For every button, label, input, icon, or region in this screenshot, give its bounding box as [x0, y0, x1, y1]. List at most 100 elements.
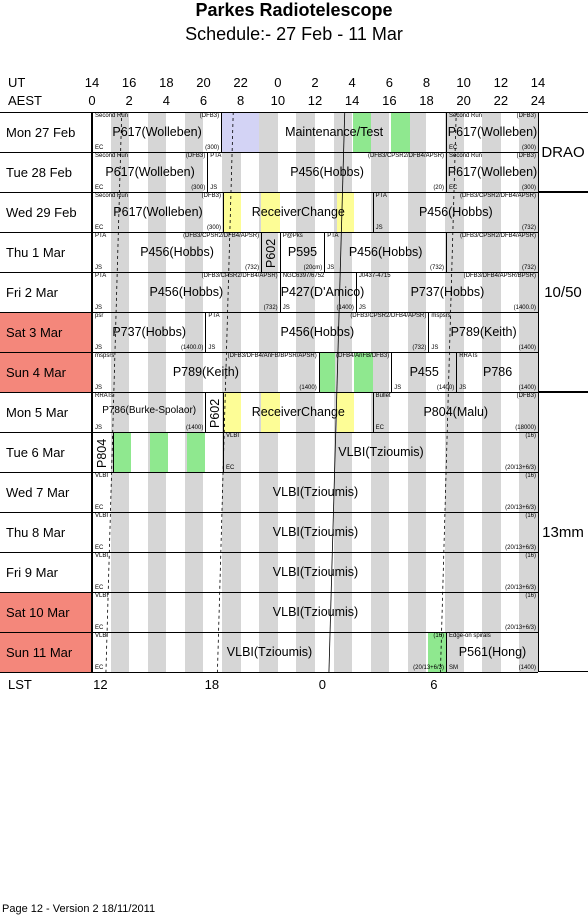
block-br-note: (1400) [299, 385, 317, 391]
schedule-block[interactable]: P737(Hobbs) J0437-4715 (DFB3/DFB4/APSR/BPS… [355, 272, 538, 312]
schedule-block[interactable]: P595 P@Pks (20cm) [279, 232, 325, 272]
project-name: P427(D'Amico) [280, 285, 365, 299]
lst-lines [105, 112, 457, 672]
block-bl-note: JS [95, 345, 103, 351]
highlight-green [354, 352, 373, 392]
project-name: P789(Keith) [172, 365, 239, 379]
schedule-block[interactable]: P456(Hobbs) PTA (DFB3/CPSR2/DFB4/APSR) JS (7… [372, 192, 538, 232]
block-br-note: (732) [263, 305, 278, 311]
project-name: P617(Wolleben) [112, 125, 202, 139]
aest-tick: 6 [199, 93, 208, 108]
project-name: P617(Wolleben) [113, 205, 203, 219]
schedule-block[interactable]: P456(Hobbs) PTA (DFB3/CPSR2/DFB4/APSR) JS (7… [92, 232, 261, 272]
schedule-block[interactable]: VLBI(Tzioumis) VLBI (16) EC (20/13+6/3) [92, 592, 538, 632]
block-tl-note: mspsrs [431, 313, 451, 319]
schedule-block[interactable]: P456(Hobbs) PTA (DFB3/CPSR2/DFB4/APSR) JS (7… [205, 312, 428, 352]
schedule-block[interactable]: P561(Hong) Edge-on spirals SM (1400) [446, 632, 538, 672]
schedule-block[interactable]: P456(Hobbs) PTA JS (732) [324, 232, 446, 272]
block-br-note: (300) [205, 145, 220, 151]
schedule-block[interactable]: P617(Wolleben) Second Run (DFB3) EC (300) [92, 192, 223, 232]
lst-tick: 6 [430, 677, 438, 692]
aest-tick: 16 [382, 93, 397, 108]
aest-tick: 2 [125, 93, 133, 108]
block-br-note: (732) [521, 225, 536, 231]
project-name: Maintenance/Test [285, 125, 384, 139]
schedule-block[interactable]: P786 RRATs JS (1400) [456, 352, 538, 392]
schedule-block[interactable]: VLBI(Tzioumis) VLBI (16) EC (20/13+6/3) [92, 552, 538, 592]
schedule-block[interactable]: ReceiverChange [223, 192, 373, 232]
day-label: Sat 10 Mar [0, 592, 92, 632]
block-bl-note: JS [375, 225, 383, 231]
block-tl-note: mspsrs [95, 353, 115, 359]
ut-tick: 4 [348, 75, 356, 90]
schedule-block[interactable]: VLBI(Tzioumis) VLBI (16) EC (20/13+6/3) [92, 472, 538, 512]
schedule-block[interactable]: ReceiverChange [223, 392, 373, 432]
block-bl-note: EC [95, 185, 104, 191]
schedule-block[interactable]: VLBI(Tzioumis) VLBI (16) EC (20/13+6/3) [223, 432, 538, 472]
row-divider [0, 552, 538, 553]
project-name: P617(Wolleben) [447, 165, 538, 179]
block-br-note: (20/13+6/3) [505, 505, 536, 511]
schedule-block[interactable]: VLBI(Tzioumis) VLBI (16) EC (20/13+6/3) [92, 512, 538, 552]
schedule-block[interactable]: (DFB4/AnFB/DFB3) [318, 352, 391, 392]
block-br-note: (1400) [336, 305, 354, 311]
block-tr-note: (DFB3/CPSR2/DFB4/APSR) [201, 273, 278, 279]
block-bl-note: EC [95, 545, 104, 551]
block-br-note: (732) [412, 345, 427, 351]
schedule-block[interactable]: P456(Hobbs) PTA (DFB3/CPSR2/DFB4/APSR) JS (7… [92, 272, 280, 312]
block-bl-note: JS [282, 305, 290, 311]
schedule-block[interactable]: P786(Burke-Spolaor) RRATs JS (1400) [92, 392, 205, 432]
schedule-block[interactable]: P456(Hobbs) PTA (DFB3/CPSR2/DFB4/APSR) JS (2… [207, 152, 446, 192]
schedule-block[interactable]: P789(Keith) mspsrs JS (1400) [428, 312, 538, 352]
block-bl-note: JS [431, 345, 439, 351]
block-br-note: (300) [521, 145, 536, 151]
block-tl-note: RRATs [95, 393, 114, 399]
schedule-subtitle: Schedule:- 27 Feb - 11 Mar [185, 24, 403, 44]
schedule-block[interactable]: P737(Hobbs) psr JS (1400.0) [92, 312, 205, 352]
grid-bottom [0, 672, 538, 673]
row-divider [0, 192, 538, 193]
row-divider [0, 512, 538, 513]
schedule-block[interactable]: P455 JS (1400) [391, 352, 456, 392]
schedule-block[interactable]: Maintenance/Test [221, 112, 446, 152]
row-divider [0, 272, 538, 273]
ut-tick: 16 [121, 75, 137, 90]
schedule-block[interactable]: P789(Keith) mspsrs (DFB3/DFB4/AnFB/BPSR/AP… [92, 352, 319, 392]
project-name: P456(Hobbs) [418, 205, 493, 219]
block-tl-note: VLBI [95, 513, 109, 519]
project-name: VLBI(Tzioumis) [272, 605, 359, 619]
row-divider [0, 152, 538, 153]
block-br-note: (300) [521, 185, 536, 191]
schedule-block[interactable] [113, 432, 223, 472]
schedule-block[interactable]: VLBI(Tzioumis) VLBI (16) EC (20/13+6/3) [92, 632, 446, 672]
lst-tick: 12 [93, 677, 108, 692]
ut-tick: 18 [159, 75, 174, 90]
schedule-block[interactable]: P617(Wolleben) Second Run (DFB3) EC (300) [446, 152, 538, 192]
ut-tick: 2 [311, 75, 319, 90]
schedule-block[interactable]: P427(D'Amico) NGC6397/6752 JS (1400) [279, 272, 365, 312]
schedule-block[interactable]: P602 [261, 232, 280, 272]
schedule-block[interactable]: P617(Wolleben) Second Run (DFB3) EC (300) [446, 112, 538, 152]
schedule-block[interactable]: P804(Malu) Bullet (DFB3) EC (18000) [372, 392, 538, 432]
ut-tick: 6 [385, 75, 393, 90]
block-tr-note: (DFB3) [516, 393, 536, 399]
highlight-green [186, 432, 206, 472]
ut-tick: 0 [274, 75, 282, 90]
schedule-block[interactable]: P617(Wolleben) Second Run (DFB3) EC (300) [92, 152, 207, 192]
block-tl-note: VLBI [226, 433, 240, 439]
row-divider [0, 352, 538, 353]
aest-tick: 0 [88, 93, 96, 108]
highlight-green [149, 432, 169, 472]
project-name: P789(Keith) [450, 325, 517, 339]
block-tr-note: (DFB3/DFB4/AnFB/BPSR/APSR) [227, 353, 317, 359]
block-tl-note: Second Run [95, 193, 129, 199]
highlight-receiver [223, 192, 241, 232]
schedule-block[interactable]: P602 [205, 392, 223, 432]
receiver-label: 13mm [538, 392, 588, 672]
schedule-block[interactable]: (DFB3/CPSR2/DFB4/APSR) (732) [446, 232, 538, 272]
block-br-note: (20/13+6/3) [505, 585, 536, 591]
block-br-note: (732) [521, 265, 536, 271]
schedule-block[interactable]: P804 [92, 432, 113, 472]
schedule-block[interactable]: P617(Wolleben) Second Run (DFB3) EC (300) [92, 112, 221, 152]
block-bl-note: JS [459, 385, 467, 391]
